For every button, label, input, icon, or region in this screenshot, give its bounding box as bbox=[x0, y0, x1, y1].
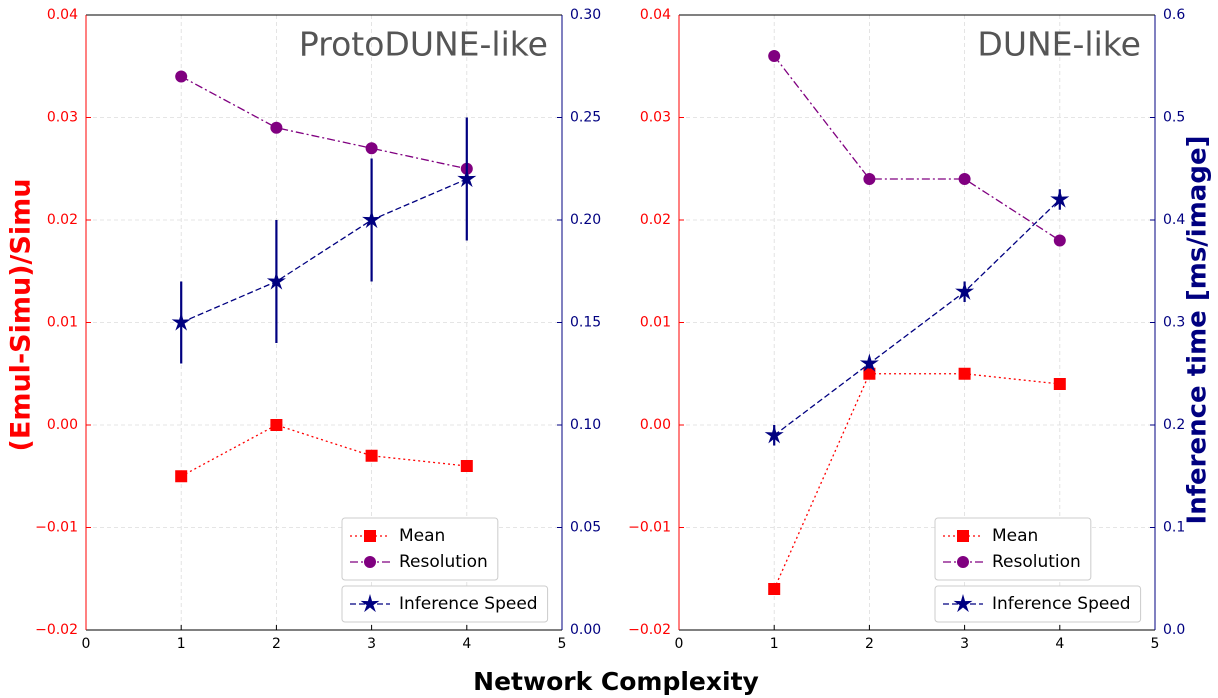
legend: Mean Resolution bbox=[934, 517, 1092, 581]
marker-circle bbox=[958, 173, 971, 185]
marker-square bbox=[1053, 378, 1066, 390]
y-tick-label: −0.02 bbox=[628, 622, 671, 638]
panel-title: DUNE-like bbox=[977, 25, 1141, 64]
legend-marker bbox=[364, 556, 376, 568]
marker-circle bbox=[863, 173, 876, 185]
x-tick-label: 3 bbox=[367, 636, 376, 652]
x-tick-label: 3 bbox=[960, 636, 969, 652]
x-tick-label: 2 bbox=[865, 636, 874, 652]
legend-label: Mean bbox=[992, 526, 1038, 546]
x-tick-label: 2 bbox=[272, 636, 281, 652]
legend-label: Inference Speed bbox=[399, 594, 538, 614]
y2-tick-label: 0.25 bbox=[570, 110, 601, 126]
y-tick-label: 0.02 bbox=[640, 212, 671, 228]
marker-square bbox=[460, 460, 473, 472]
y2-tick-label: 0.6 bbox=[1163, 7, 1185, 23]
y-tick-label: 0.03 bbox=[47, 110, 78, 126]
x-tick-label: 5 bbox=[1151, 636, 1160, 652]
y-tick-label: 0.01 bbox=[640, 315, 671, 331]
marker-circle bbox=[175, 70, 188, 83]
marker-star bbox=[171, 312, 191, 331]
series-line bbox=[180, 424, 467, 477]
x-tick-label: 0 bbox=[82, 636, 91, 652]
y-tick-label: 0.01 bbox=[47, 315, 78, 331]
marker-square bbox=[768, 583, 781, 595]
y-tick-label: 0.04 bbox=[640, 7, 671, 23]
legend-box bbox=[934, 585, 1142, 623]
y2-tick-label: 0.1 bbox=[1163, 520, 1185, 536]
x-tick-label: 4 bbox=[1055, 636, 1064, 652]
legend-label: Resolution bbox=[399, 552, 488, 572]
y2-tick-label: 0.3 bbox=[1163, 315, 1185, 331]
marker-square bbox=[863, 367, 876, 380]
marker-star bbox=[955, 281, 975, 300]
marker-square bbox=[365, 449, 378, 462]
marker-star bbox=[859, 353, 879, 372]
legend-label: Inference Speed bbox=[992, 594, 1131, 614]
y2-tick-label: 0.05 bbox=[570, 520, 601, 536]
legend-box bbox=[341, 517, 499, 581]
x-tick-label: 5 bbox=[558, 636, 567, 652]
series-line bbox=[180, 75, 467, 170]
y2-axis-label: Inference time [ms/image] bbox=[1183, 136, 1213, 525]
legend-marker bbox=[957, 556, 969, 568]
legend-label: Mean bbox=[399, 526, 445, 546]
y-axis-label: (Emul-Simu)/Simu bbox=[6, 179, 37, 452]
marker-star bbox=[266, 271, 286, 290]
marker-circle bbox=[270, 121, 283, 134]
legend-marker bbox=[957, 530, 969, 542]
panel: 0 1 2 3 4 5 −0.02 −0.01 0.00 0.01 0.02 0.03 0.04 0.0 0… bbox=[628, 7, 1185, 652]
marker-square bbox=[958, 367, 971, 380]
legend-box bbox=[341, 585, 549, 623]
y2-tick-label: 0.30 bbox=[570, 7, 601, 23]
panel-title: ProtoDUNE-like bbox=[299, 25, 548, 64]
legend-label: Resolution bbox=[992, 552, 1081, 572]
y2-tick-label: 0.15 bbox=[570, 315, 601, 331]
marker-star bbox=[457, 169, 477, 188]
y-tick-label: 0.00 bbox=[47, 417, 78, 433]
x-tick-label: 1 bbox=[770, 636, 779, 652]
marker-star bbox=[764, 425, 784, 444]
marker-circle bbox=[365, 142, 378, 155]
legend-marker bbox=[364, 530, 376, 542]
x-tick-label: 0 bbox=[675, 636, 684, 652]
legend-marker bbox=[953, 594, 973, 613]
legend: Mean Resolution bbox=[341, 517, 499, 581]
legend: Inference Speed bbox=[341, 585, 549, 623]
y-tick-label: 0.03 bbox=[640, 110, 671, 126]
marker-square bbox=[175, 470, 188, 483]
y2-tick-label: 0.00 bbox=[570, 622, 601, 638]
y2-tick-label: 0.5 bbox=[1163, 110, 1185, 126]
y-tick-label: −0.02 bbox=[35, 622, 78, 638]
legend-marker bbox=[360, 594, 380, 613]
marker-circle bbox=[1053, 234, 1066, 247]
marker-circle bbox=[768, 50, 781, 62]
y-tick-label: 0.00 bbox=[640, 417, 671, 433]
x-axis-label: Network Complexity bbox=[473, 667, 759, 696]
y-tick-label: −0.01 bbox=[35, 520, 78, 536]
series-line bbox=[773, 55, 1061, 242]
series-line bbox=[773, 199, 1061, 436]
y-tick-label: 0.04 bbox=[47, 7, 78, 23]
y2-tick-label: 0.0 bbox=[1163, 622, 1185, 638]
y-tick-label: 0.02 bbox=[47, 212, 78, 228]
y2-tick-label: 0.2 bbox=[1163, 417, 1185, 433]
x-tick-label: 4 bbox=[462, 636, 471, 652]
y2-tick-label: 0.10 bbox=[570, 417, 601, 433]
marker-star bbox=[362, 210, 382, 229]
x-tick-label: 1 bbox=[177, 636, 186, 652]
marker-square bbox=[270, 419, 283, 431]
y2-tick-label: 0.4 bbox=[1163, 212, 1185, 228]
marker-star bbox=[1050, 189, 1070, 208]
legend-box bbox=[934, 517, 1092, 581]
y2-tick-label: 0.20 bbox=[570, 212, 601, 228]
panel: 0 1 2 3 4 5 −0.02 −0.01 0.00 0.01 0.02 0.03 0.04 0.00… bbox=[35, 7, 601, 652]
y-tick-label: −0.01 bbox=[628, 520, 671, 536]
legend: Inference Speed bbox=[934, 585, 1142, 623]
series-line bbox=[180, 178, 468, 324]
